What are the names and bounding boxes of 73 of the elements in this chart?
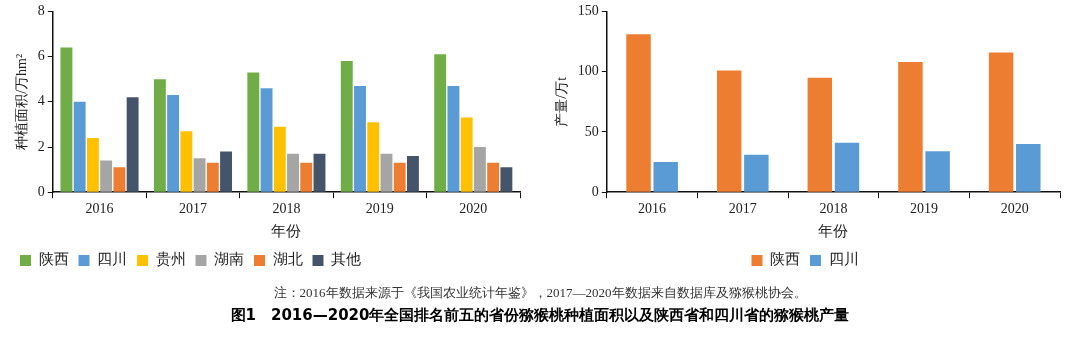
bar	[180, 131, 193, 192]
legend-label: 贵州	[155, 251, 186, 268]
legend-label: 四川	[828, 251, 859, 268]
bar	[206, 162, 219, 192]
bar	[260, 88, 273, 192]
y-tick-label: 0	[591, 183, 599, 199]
bar	[473, 147, 486, 192]
bar	[393, 162, 406, 192]
bar	[653, 162, 678, 192]
bar	[925, 151, 950, 192]
x-axis-title: 年份	[271, 222, 302, 239]
bar	[73, 101, 86, 192]
bar	[460, 117, 473, 192]
bar	[744, 154, 769, 192]
bar	[898, 62, 923, 192]
bar	[367, 122, 380, 192]
y-axis-title: 产量/万t	[554, 76, 570, 127]
bar	[380, 153, 393, 192]
bar	[313, 153, 326, 192]
bar	[716, 70, 742, 192]
legend-label: 湖南	[214, 251, 244, 268]
bar	[434, 54, 447, 192]
bar	[354, 85, 366, 192]
y-tick-label: 150	[577, 3, 599, 19]
bar	[340, 61, 353, 192]
y-tick-label: 8	[37, 3, 45, 19]
bar	[988, 52, 1014, 192]
bar	[193, 158, 206, 192]
x-tick-label: 2020	[1000, 201, 1029, 217]
legend-label: 四川	[97, 251, 127, 268]
y-tick-label: 4	[37, 93, 45, 109]
bar	[60, 47, 73, 192]
bar	[287, 153, 299, 192]
bar	[153, 79, 166, 192]
legend-label: 其他	[331, 251, 361, 268]
y-tick-label: 50	[584, 123, 599, 139]
legend-label: 陕西	[38, 251, 69, 268]
bar	[273, 126, 286, 192]
x-tick-label: 2017	[178, 201, 207, 217]
bar	[406, 156, 419, 192]
bar	[220, 151, 233, 192]
bar	[834, 142, 860, 192]
bar	[626, 34, 651, 192]
bar	[247, 72, 260, 192]
bar	[167, 95, 180, 192]
bar	[1016, 143, 1041, 192]
y-axis-title: 种植面积/万hm²	[14, 53, 30, 150]
x-tick-label: 2018	[819, 201, 848, 217]
bar	[100, 160, 113, 192]
x-tick-label: 2018	[272, 201, 301, 217]
x-tick-label: 2020	[459, 201, 488, 217]
bar	[487, 162, 500, 192]
x-tick-label: 2016	[85, 201, 114, 217]
legend-label: 陕西	[770, 251, 800, 268]
y-tick-label: 100	[577, 63, 599, 79]
text: 注：2016年数据来源于《我国农业统计年鉴》，2017—2020年数据来自数据库及猕猴桃协会。	[272, 284, 808, 302]
bar	[126, 97, 139, 192]
x-tick-label: 2016	[638, 201, 667, 217]
caption: 图1 2016—2020年全国排名前五的省份猕猴桃种植面积以及陕西省和四川省的猕猴桃产量	[229, 306, 851, 325]
bar	[447, 85, 460, 192]
y-tick-label: 0	[37, 183, 45, 199]
legend-label: 湖北	[272, 251, 303, 268]
bar	[86, 137, 99, 192]
bar	[300, 162, 313, 192]
bar	[113, 167, 126, 192]
x-axis-title: 年份	[818, 222, 849, 239]
y-tick-label: 2	[37, 138, 45, 154]
bar	[500, 167, 513, 192]
bar	[807, 77, 833, 192]
y-tick-label: 6	[37, 48, 45, 64]
x-tick-label: 2019	[910, 201, 939, 217]
x-tick-label: 2017	[728, 201, 757, 217]
x-tick-label: 2019	[365, 201, 394, 217]
